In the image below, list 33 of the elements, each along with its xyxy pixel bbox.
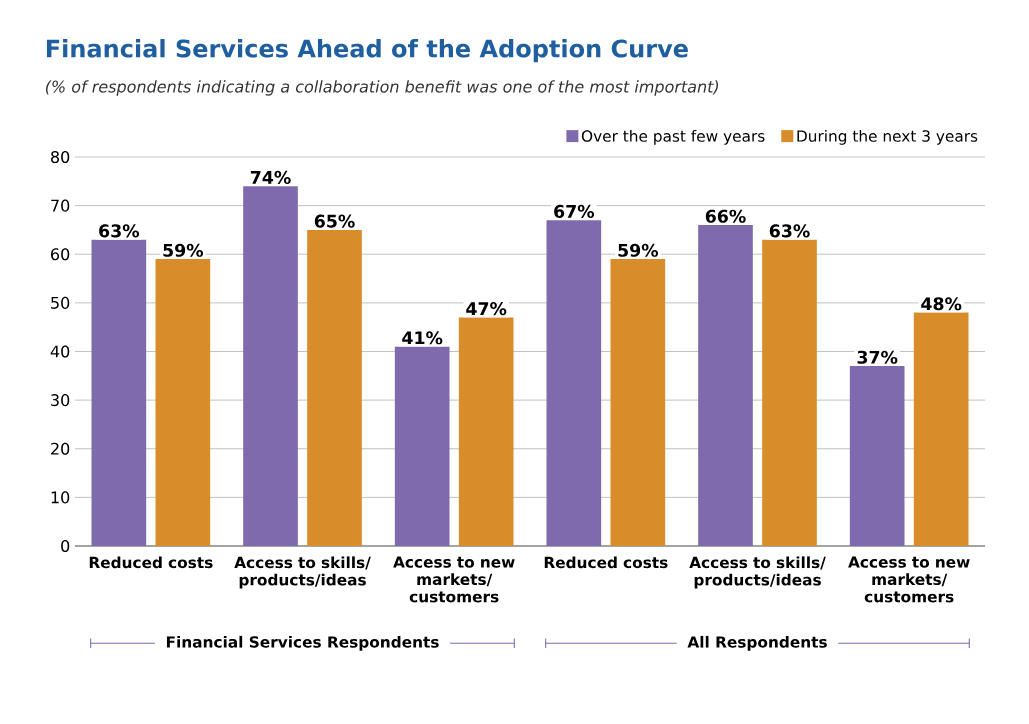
data-label: 59% [618, 243, 659, 257]
y-tick-label: 40 [50, 345, 70, 358]
y-tick-label: 20 [51, 442, 70, 455]
text: All Respondents [687, 635, 827, 651]
chart-title: Financial Services Ahead of the Adoption Curve [46, 39, 688, 63]
y-tick-label: 60 [51, 248, 70, 261]
data-label: 47% [466, 302, 507, 316]
y-tick-label: 30 [51, 394, 70, 407]
chart-subtitle: (% of respondents indicating a collaboration benefit was one of the most important) [45, 80, 719, 96]
data-label: 63% [769, 224, 810, 238]
x-tick-label: Access to new markets/ customers [393, 556, 515, 603]
data-label: 48% [921, 297, 962, 311]
y-tick-label: 10 [51, 491, 70, 504]
x-tick-label: Reduced costs [89, 556, 213, 569]
legend-label: During the next 3 years [797, 129, 978, 145]
y-tick-label: 80 [51, 150, 70, 164]
data-label: 59% [163, 243, 204, 257]
data-label: 63% [99, 224, 140, 238]
y-tick-label: 70 [51, 199, 70, 212]
text: Financial Services Respondents [166, 635, 439, 651]
y-tick-label: 50 [51, 296, 70, 309]
data-label: 41% [402, 331, 443, 345]
legend-label: Over the past few years [581, 129, 765, 145]
y-tick-label: 0 [61, 539, 70, 553]
x-tick-label: Reduced costs [544, 556, 668, 569]
data-label: 67% [554, 204, 595, 218]
x-tick-label: Access to new markets/ customers [848, 556, 970, 603]
x-tick-label: Access to skills/ products/ideas [234, 556, 371, 589]
x-tick-label: Access to skills/ products/ideas [689, 556, 826, 589]
data-label: 65% [314, 214, 355, 228]
data-label: 66% [705, 209, 746, 223]
data-label: 74% [250, 170, 291, 184]
data-label: 37% [857, 350, 898, 364]
